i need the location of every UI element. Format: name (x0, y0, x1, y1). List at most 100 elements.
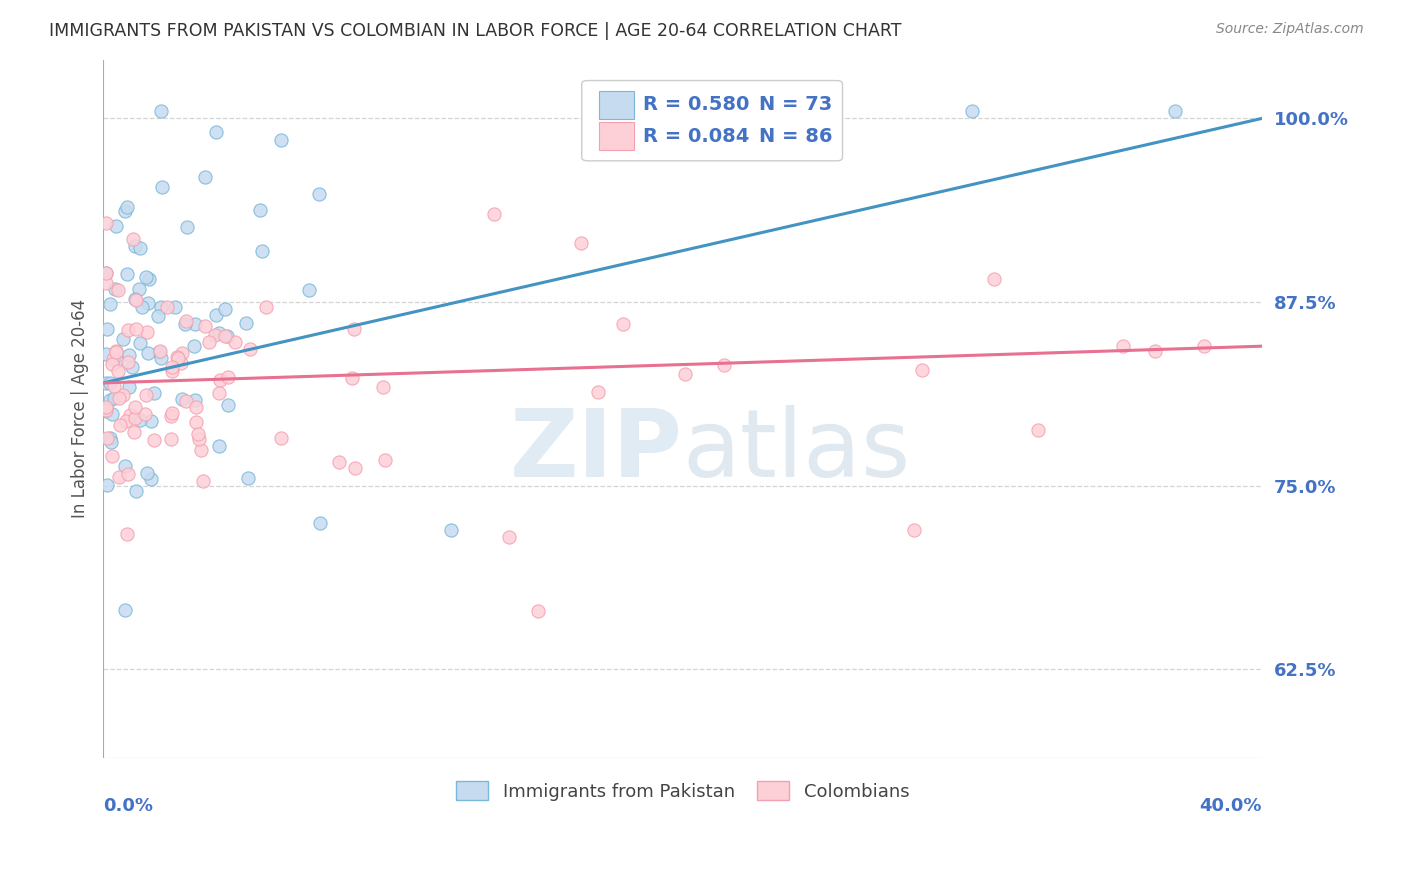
Point (150, 103, 173, 118)
Point (148, 344, 170, 359)
Point (569, 236, 592, 251)
Point (1144, 344, 1167, 359)
Point (96, 322, 118, 336)
Point (115, 415, 138, 429)
Point (163, 300, 186, 314)
Point (129, 335, 152, 350)
Point (342, 371, 364, 385)
Point (125, 293, 148, 307)
Point (107, 283, 129, 297)
Point (160, 406, 183, 420)
Point (134, 407, 156, 421)
Point (96, 478, 118, 492)
Text: ZIP: ZIP (510, 404, 682, 497)
Legend: Immigrants from Pakistan, Colombians: Immigrants from Pakistan, Colombians (449, 774, 917, 808)
Point (129, 413, 152, 427)
Point (962, 103, 984, 118)
FancyBboxPatch shape (599, 91, 634, 119)
Point (254, 300, 277, 314)
Point (526, 604, 548, 618)
Point (96, 431, 118, 445)
Point (117, 526, 139, 541)
Point (143, 385, 166, 400)
Point (184, 317, 207, 331)
Point (217, 399, 239, 413)
Point (910, 363, 932, 377)
Point (124, 400, 146, 414)
Point (103, 379, 125, 393)
Point (94, 215, 117, 229)
Point (118, 348, 141, 362)
Point (108, 469, 131, 483)
Point (124, 293, 146, 307)
Point (249, 203, 271, 218)
Point (440, 523, 463, 537)
Point (214, 302, 236, 317)
Point (118, 379, 141, 393)
Point (100, 434, 122, 449)
Point (117, 467, 139, 481)
Point (588, 384, 610, 399)
Point (111, 388, 134, 402)
Point (173, 318, 195, 332)
Point (129, 241, 152, 255)
Point (205, 308, 228, 322)
Point (117, 323, 139, 337)
Point (114, 603, 136, 617)
Point (238, 342, 260, 356)
Point (135, 388, 157, 402)
FancyBboxPatch shape (582, 80, 842, 161)
Text: R = 0.084: R = 0.084 (643, 127, 749, 146)
Point (612, 318, 634, 332)
Point (160, 363, 183, 377)
Point (94, 404, 117, 418)
Point (117, 354, 139, 368)
Point (371, 380, 394, 394)
Point (1192, 339, 1215, 353)
Point (215, 329, 238, 343)
Point (673, 367, 696, 381)
Text: R = 0.580: R = 0.580 (643, 95, 749, 114)
Point (170, 355, 193, 369)
Point (236, 471, 259, 485)
Point (328, 455, 350, 469)
Point (374, 452, 396, 467)
Point (297, 284, 319, 298)
Point (1026, 423, 1049, 437)
Point (187, 432, 209, 446)
Point (124, 425, 146, 439)
Point (108, 391, 131, 405)
Point (174, 393, 197, 408)
Text: Source: ZipAtlas.com: Source: ZipAtlas.com (1216, 22, 1364, 37)
Point (107, 364, 129, 378)
Point (94, 346, 117, 360)
Point (197, 335, 219, 350)
Point (124, 411, 146, 425)
Point (160, 360, 183, 375)
Point (1164, 103, 1187, 118)
Point (224, 335, 246, 350)
Point (94, 403, 117, 417)
Point (208, 373, 231, 387)
Point (100, 358, 122, 372)
Point (156, 300, 179, 314)
Point (114, 204, 136, 219)
Point (174, 314, 197, 328)
Point (166, 350, 188, 364)
Point (190, 443, 212, 458)
Text: atlas: atlas (682, 404, 911, 497)
Point (208, 386, 231, 401)
Point (903, 523, 925, 537)
Point (125, 322, 148, 336)
Point (124, 238, 146, 252)
Point (98, 392, 121, 407)
Point (235, 316, 257, 330)
Text: IMMIGRANTS FROM PAKISTAN VS COLOMBIAN IN LABOR FORCE | AGE 20-64 CORRELATION CHA: IMMIGRANTS FROM PAKISTAN VS COLOMBIAN IN… (49, 22, 901, 40)
Point (115, 268, 138, 282)
Point (139, 472, 162, 486)
Y-axis label: In Labor Force | Age 20-64: In Labor Force | Age 20-64 (72, 299, 89, 518)
Text: 0.0%: 0.0% (103, 797, 153, 814)
Point (270, 431, 292, 445)
Text: N = 73: N = 73 (759, 95, 832, 114)
Point (100, 408, 122, 422)
